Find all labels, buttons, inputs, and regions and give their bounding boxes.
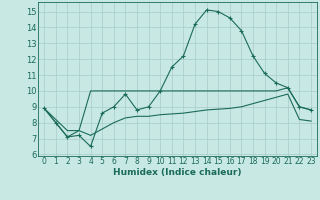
X-axis label: Humidex (Indice chaleur): Humidex (Indice chaleur) xyxy=(113,168,242,177)
